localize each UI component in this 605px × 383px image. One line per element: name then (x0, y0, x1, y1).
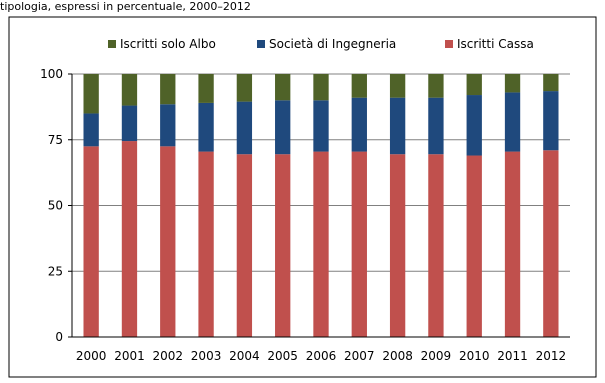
x-tick-label-2007: 2007 (344, 349, 375, 363)
bar-2007-iscritti-cassa (351, 151, 367, 337)
x-tick-label-2001: 2001 (114, 349, 145, 363)
bar-2006-iscritti-solo-albo (313, 74, 329, 101)
bar-2009-iscritti-cassa (428, 154, 444, 337)
legend-label-iscritti-solo-albo: Iscritti solo Albo (120, 37, 216, 51)
x-axis: 2000 2001 2002 2003 2004 2005 2006 2007 2008 2009… (72, 336, 570, 363)
bar-2003-societa-di-ingegneria (198, 102, 214, 152)
y-tick-label-75: 75 (48, 133, 63, 147)
bar-2012-iscritti-solo-albo (543, 74, 559, 92)
x-tick-label-2000: 2000 (76, 349, 107, 363)
bar-2007-societa-di-ingegneria (351, 97, 367, 152)
bar-2012-iscritti-cassa (543, 150, 559, 337)
legend-label-societa-di-ingegneria: Società di Ingegneria (269, 37, 396, 51)
bar-2011-societa-di-ingegneria (504, 92, 521, 152)
bar-2003-iscritti-solo-albo (198, 74, 214, 103)
bar-2002-iscritti-cassa (160, 146, 176, 337)
bar-2001-iscritti-cassa (121, 141, 138, 337)
y-tick-label-100: 100 (40, 67, 63, 81)
legend-label-iscritti-cassa: Iscritti Cassa (457, 37, 534, 51)
bar-2007-iscritti-solo-albo (351, 74, 367, 98)
bar-2011-iscritti-cassa (504, 151, 521, 337)
bars (83, 74, 559, 337)
bar-2000-iscritti-cassa (83, 146, 99, 337)
legend: Iscritti solo Albo Società di Ingegneria I… (108, 37, 534, 51)
x-tick-label-2009: 2009 (421, 349, 452, 363)
bar-2008-iscritti-cassa (389, 154, 406, 337)
legend-swatch-societa-di-ingegneria (257, 40, 265, 48)
y-tick-label-50: 50 (48, 199, 63, 213)
x-tick-label-2010: 2010 (459, 349, 490, 363)
bar-2001-iscritti-solo-albo (121, 74, 138, 106)
bar-2010-iscritti-cassa (466, 155, 482, 337)
bar-2003-iscritti-cassa (198, 151, 214, 337)
x-tick-label-2002: 2002 (152, 349, 183, 363)
bar-2005-iscritti-solo-albo (275, 74, 291, 101)
bar-2005-iscritti-cassa (275, 154, 291, 337)
bar-2004-societa-di-ingegneria (236, 101, 253, 155)
bar-2012-societa-di-ingegneria (543, 91, 559, 151)
x-tick-label-2003: 2003 (191, 349, 222, 363)
x-tick-label-2012: 2012 (536, 349, 567, 363)
bar-2001-societa-di-ingegneria (121, 105, 138, 142)
bar-2010-societa-di-ingegneria (466, 95, 482, 156)
bar-2004-iscritti-solo-albo (236, 74, 253, 102)
y-axis: 0 25 50 75 100 (40, 67, 73, 344)
bar-2005-societa-di-ingegneria (275, 100, 291, 155)
bar-2009-iscritti-solo-albo (428, 74, 444, 98)
x-tick-label-2008: 2008 (382, 349, 413, 363)
bar-2000-iscritti-solo-albo (83, 74, 99, 114)
bar-2004-iscritti-cassa (236, 154, 253, 337)
bar-2006-iscritti-cassa (313, 151, 329, 337)
bar-2002-societa-di-ingegneria (160, 104, 176, 147)
bar-2010-iscritti-solo-albo (466, 74, 482, 96)
x-tick-label-2006: 2006 (306, 349, 337, 363)
bar-2011-iscritti-solo-albo (504, 74, 521, 93)
y-tick-label-0: 0 (55, 330, 63, 344)
chart-border (8, 16, 597, 378)
bar-2000-societa-di-ingegneria (83, 113, 99, 147)
bar-2008-societa-di-ingegneria (389, 97, 406, 155)
top-caption: tipologia, espressi in percentuale, 2000… (0, 0, 251, 13)
bar-2009-societa-di-ingegneria (428, 97, 444, 155)
bar-2002-iscritti-solo-albo (160, 74, 176, 105)
x-tick-label-2011: 2011 (497, 349, 528, 363)
bar-2006-societa-di-ingegneria (313, 100, 329, 152)
bar-2008-iscritti-solo-albo (389, 74, 406, 98)
y-tick-label-25: 25 (48, 264, 63, 278)
legend-swatch-iscritti-cassa (445, 40, 453, 48)
x-tick-label-2004: 2004 (229, 349, 260, 363)
x-tick-label-2005: 2005 (267, 349, 298, 363)
legend-swatch-iscritti-solo-albo (108, 40, 116, 48)
